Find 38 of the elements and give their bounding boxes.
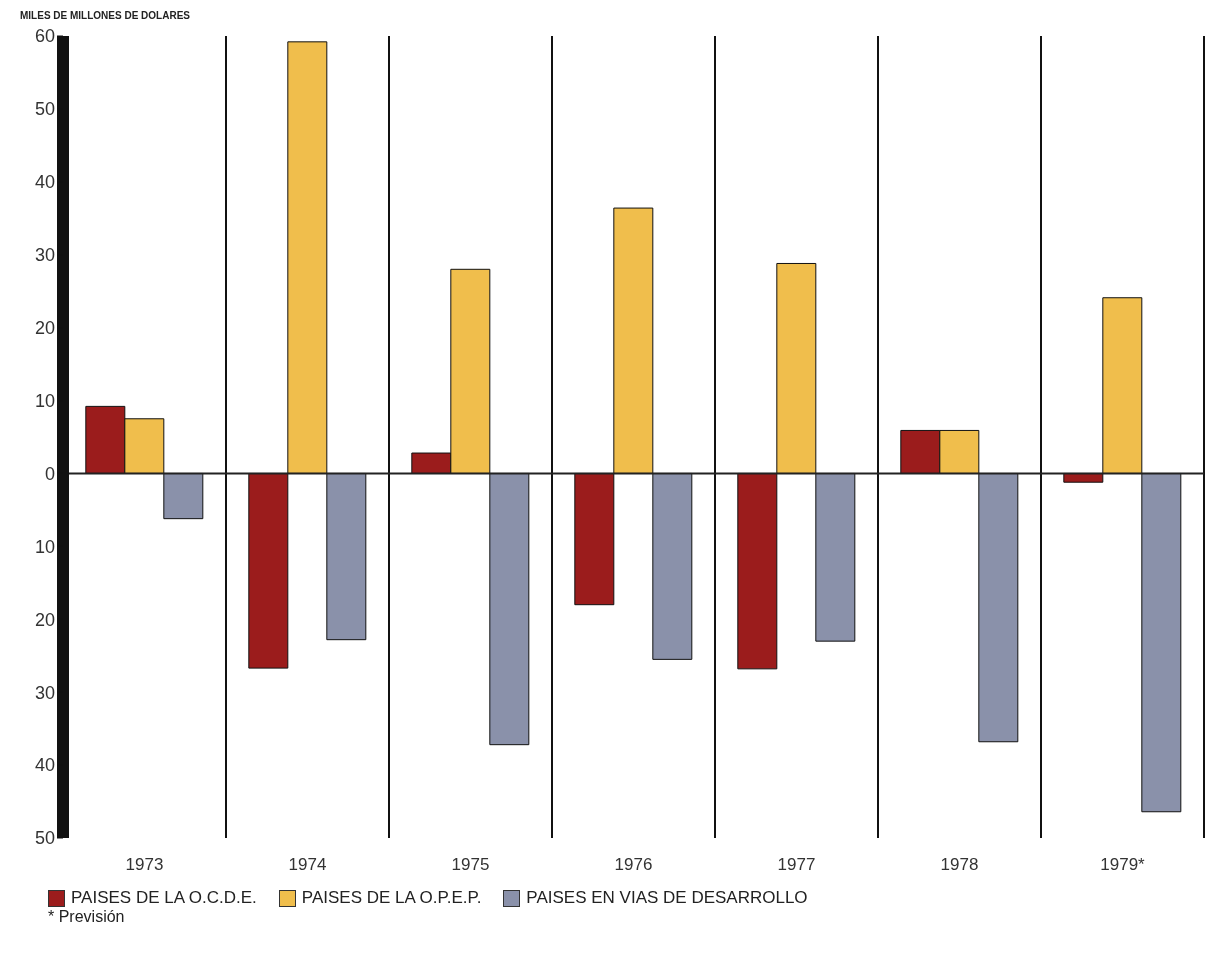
y-tick-label: 50 (34, 828, 55, 849)
x-tick-label: 1977 (777, 855, 816, 875)
legend-label: PAISES DE LA O.C.D.E. (71, 888, 257, 908)
y-tick-label: 50 (34, 99, 55, 120)
bar (1141, 472, 1182, 813)
bar (776, 262, 817, 474)
legend-label: PAISES EN VIAS DE DESARROLLO (526, 888, 808, 908)
bar (326, 472, 367, 641)
x-tick-label: 1976 (614, 855, 653, 875)
bar (248, 472, 289, 669)
y-tick-label: 10 (34, 536, 55, 557)
y-tick-label: 60 (34, 26, 55, 47)
x-tick-label: 1974 (288, 855, 327, 875)
text: * Previsión (47, 908, 126, 926)
x-tick-label: 1975 (451, 855, 490, 875)
bar (978, 472, 1019, 743)
bar (1102, 297, 1143, 474)
y-axis-title: MILES DE MILLONES DE DOLARES (20, 10, 191, 21)
bar (737, 472, 778, 670)
bar (613, 207, 654, 474)
x-tick-label: 1973 (125, 855, 164, 875)
y-tick-label: 20 (34, 609, 55, 630)
y-tick-label: 40 (34, 172, 55, 193)
legend-label: PAISES DE LA O.P.E.P. (301, 888, 482, 908)
bar (815, 472, 856, 642)
y-tick-label: 20 (34, 318, 55, 339)
y-tick-label: 40 (34, 755, 55, 776)
y-tick-label: 10 (34, 390, 55, 411)
bar (163, 472, 204, 520)
y-tick-label: 30 (34, 682, 55, 703)
bar (652, 472, 693, 660)
bar (287, 41, 328, 474)
x-tick-label: 1978 (940, 855, 979, 875)
x-tick-label: 1979* (1100, 855, 1146, 875)
y-tick-label: 30 (34, 245, 55, 266)
bar (574, 472, 615, 606)
y-tick-label: 0 (44, 463, 55, 484)
bar (489, 472, 530, 746)
